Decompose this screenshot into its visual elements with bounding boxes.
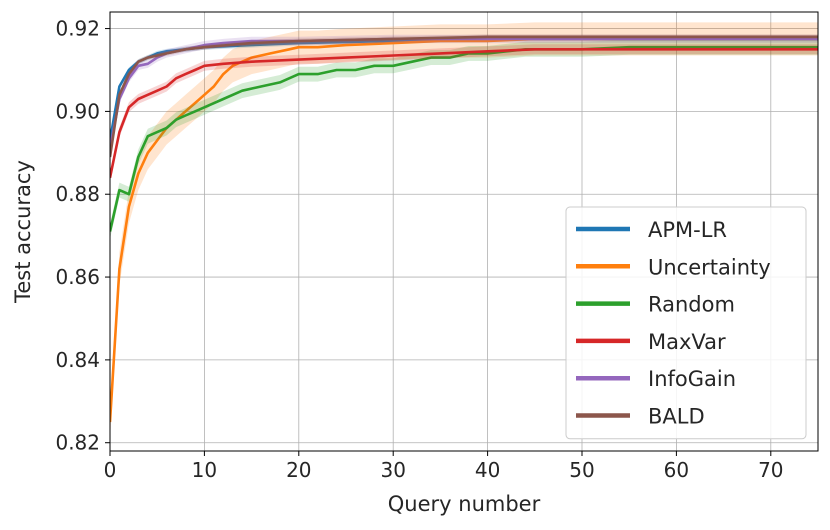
y-tick-label: 0.88 — [55, 182, 100, 206]
series-band-infogain — [110, 34, 818, 153]
y-tick-label: 0.84 — [55, 348, 100, 372]
y-tick-label: 0.90 — [55, 99, 100, 123]
x-tick-label: 30 — [380, 458, 405, 482]
x-tick-label: 60 — [664, 458, 689, 482]
series-line-bald — [110, 35, 818, 158]
plot-frame — [109, 11, 819, 452]
legend-label-maxvar: MaxVar — [648, 330, 726, 354]
y-axis-label: Test accuracy — [11, 160, 35, 304]
legend-label-random: Random — [648, 293, 735, 317]
legend-label-uncertainty: Uncertainty — [648, 255, 771, 279]
x-tick-label: 10 — [192, 458, 217, 482]
x-axis-label: Query number — [388, 492, 541, 516]
legend-label-apm-lr: APM-LR — [648, 218, 727, 242]
y-tick-label: 0.86 — [55, 265, 100, 289]
x-tick-label: 40 — [475, 458, 500, 482]
x-tick-label: 20 — [286, 458, 311, 482]
y-tick-label: 0.82 — [55, 431, 100, 455]
legend-label-bald: BALD — [648, 405, 705, 429]
series-layer — [110, 22, 818, 439]
series-line-infogain — [110, 37, 818, 149]
x-tick-label: 0 — [104, 458, 117, 482]
y-tick-label: 0.92 — [55, 17, 100, 41]
series-line-maxvar — [110, 47, 818, 178]
tick-labels: 0 10 20 30 40 50 60 70 0.82 0.84 0.86 0.88 0.90 0.92 — [55, 17, 783, 482]
x-tick-label: 50 — [569, 458, 594, 482]
x-tick-label: 70 — [758, 458, 783, 482]
legend: APM-LR Uncertainty Random MaxVar InfoGain BAL… — [565, 206, 807, 440]
legend-label-infogain: InfoGain — [648, 367, 736, 391]
